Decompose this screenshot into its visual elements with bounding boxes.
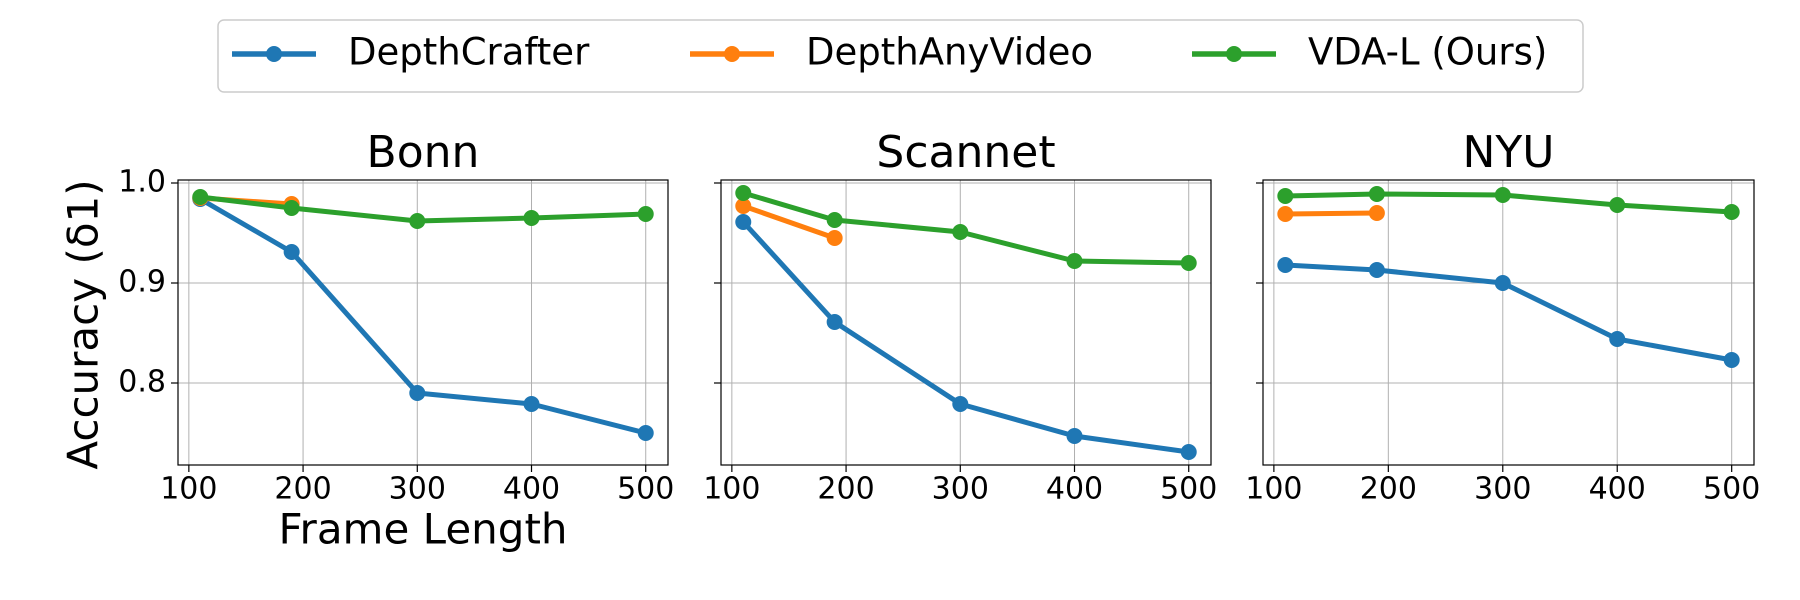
data-point [523, 210, 540, 226]
subplot-title: Bonn [367, 127, 480, 178]
subplot: 100 200 300 400 500 NYU [1245, 127, 1760, 507]
x-tick-label: 200 [274, 472, 331, 507]
legend-label: DepthCrafter [348, 31, 590, 74]
data-point [735, 198, 752, 214]
data-point [1066, 428, 1083, 444]
data-point [735, 214, 752, 230]
x-tick-label: 500 [617, 472, 674, 507]
subplot-title: Scannet [876, 127, 1055, 178]
x-tick-label: 300 [389, 472, 446, 507]
data-point [826, 314, 843, 330]
x-tick-label: 500 [1160, 472, 1217, 507]
x-tick-label: 100 [1245, 472, 1302, 507]
plot-frame [720, 179, 1212, 466]
data-point [1180, 255, 1197, 271]
data-point [192, 189, 209, 205]
legend-marker [1226, 46, 1242, 62]
x-tick-label: 100 [160, 472, 217, 507]
data-point [952, 396, 969, 412]
data-point [1609, 331, 1626, 347]
data-point [1368, 186, 1385, 202]
data-point [1609, 197, 1626, 213]
data-point [1180, 444, 1197, 460]
data-point [409, 385, 426, 401]
data-point [1494, 187, 1511, 203]
subplot: 100 200 300 400 500 Scannet [703, 127, 1217, 507]
legend-marker [724, 46, 740, 62]
x-axis-label: Frame Length [278, 505, 567, 554]
data-point [826, 230, 843, 246]
data-point [523, 396, 540, 412]
data-point [1277, 206, 1294, 222]
data-point [1723, 204, 1740, 220]
series-line [1285, 210, 1377, 217]
data-point [637, 425, 654, 441]
y-tick-label: 0.8 [118, 365, 166, 400]
x-tick-label: 300 [932, 472, 989, 507]
data-point [1277, 257, 1294, 273]
legend-marker [266, 46, 282, 62]
x-tick-label: 200 [817, 472, 874, 507]
data-point [1368, 262, 1385, 278]
x-tick-label: 400 [1046, 472, 1103, 507]
data-point [735, 185, 752, 201]
plot-frame [177, 179, 669, 466]
x-tick-label: 400 [503, 472, 560, 507]
data-point [637, 206, 654, 222]
legend-label: VDA-L (Ours) [1308, 31, 1547, 74]
series-line [741, 220, 1190, 455]
subplot: 100 200 300 400 500 0.8 0.9 1.0 Bonn Frame Length… [59, 127, 675, 554]
data-point [283, 244, 300, 260]
x-tick-label: 100 [703, 472, 760, 507]
y-tick-label: 0.9 [118, 265, 166, 300]
data-point [283, 200, 300, 216]
subplot-title: NYU [1463, 127, 1555, 178]
data-point [952, 224, 969, 240]
data-point [1494, 275, 1511, 291]
data-point [1723, 352, 1740, 368]
legend-label: DepthAnyVideo [806, 31, 1093, 74]
x-tick-label: 300 [1474, 472, 1531, 507]
y-tick-label: 1.0 [118, 165, 166, 200]
legend-box [217, 19, 1584, 93]
plot-frame [1262, 179, 1755, 466]
data-point [826, 212, 843, 228]
x-tick-label: 500 [1703, 472, 1760, 507]
x-tick-label: 400 [1589, 472, 1646, 507]
data-point [1277, 188, 1294, 204]
series-line [742, 203, 836, 241]
data-point [1066, 253, 1083, 269]
data-point [1368, 205, 1385, 221]
y-axis-label: Accuracy (δ1) [59, 179, 108, 469]
data-point [409, 213, 426, 229]
x-tick-label: 200 [1360, 472, 1417, 507]
